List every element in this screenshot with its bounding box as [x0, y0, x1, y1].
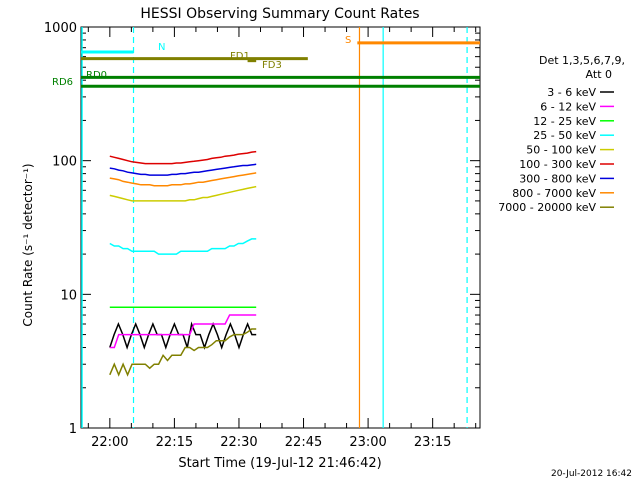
series-line-3 [109, 238, 257, 255]
plot-area: 1 10 100 1000 22:00 22:15 22:30 22:45 23:00 23:15… [44, 21, 481, 450]
chart-title: HESSI Observing Summary Count Rates [140, 6, 419, 22]
x-tick-label: 22:30 [220, 435, 257, 450]
x-tick-label: 23:15 [414, 435, 451, 450]
flag-label-s: S [345, 35, 351, 46]
y-tick-label: 1000 [44, 21, 77, 36]
series-line-6 [109, 163, 257, 176]
plot-frame [80, 26, 481, 429]
legend-label: 3 - 6 keV [547, 86, 596, 99]
legend-label: 12 - 25 keV [533, 115, 596, 128]
series-line-4 [109, 185, 257, 202]
x-tick-label: 22:15 [156, 435, 193, 450]
legend-label: 100 - 300 keV [519, 158, 596, 171]
y-tick-label: 10 [60, 288, 77, 303]
series-line-5 [109, 150, 257, 165]
legend-header-line-2: Att 0 [586, 68, 612, 81]
y-axis-label: Count Rate (s⁻¹ detector⁻¹) [21, 163, 35, 326]
y-tick-label: 1 [69, 422, 77, 437]
legend-label: 300 - 800 keV [519, 172, 596, 185]
series-line-7 [109, 172, 257, 187]
x-tick-label: 23:00 [349, 435, 386, 450]
flag-label-rd6: RD6 [52, 77, 73, 88]
y-tick-label: 100 [52, 155, 77, 170]
flag-label-rd0: RD0 [86, 70, 107, 81]
x-tick-label: 22:00 [91, 435, 128, 450]
legend-label: 800 - 7000 keV [512, 187, 596, 200]
series-line-1 [109, 314, 257, 349]
legend-label: 50 - 100 keV [526, 144, 596, 157]
legend-label: 6 - 12 keV [540, 100, 596, 113]
legend-label: 7000 - 20000 keV [498, 201, 596, 214]
timestamp-label: 20-Jul-2012 16:42 [551, 469, 632, 479]
series-line-0 [109, 322, 183, 350]
x-axis-label: Start Time (19-Jul-12 21:46:42) [178, 456, 381, 471]
series-line-8 [109, 328, 257, 377]
legend-label: 25 - 50 keV [533, 129, 596, 142]
legend-header-line-1: Det 1,3,5,6,7,9, [539, 54, 625, 67]
x-tick-label: 22:45 [285, 435, 322, 450]
flag-label-fd3: FD3 [262, 60, 282, 71]
series-line-0 [182, 321, 257, 350]
flag-label-fd1: FD1 [230, 51, 250, 62]
flag-label-n: N [158, 42, 165, 53]
